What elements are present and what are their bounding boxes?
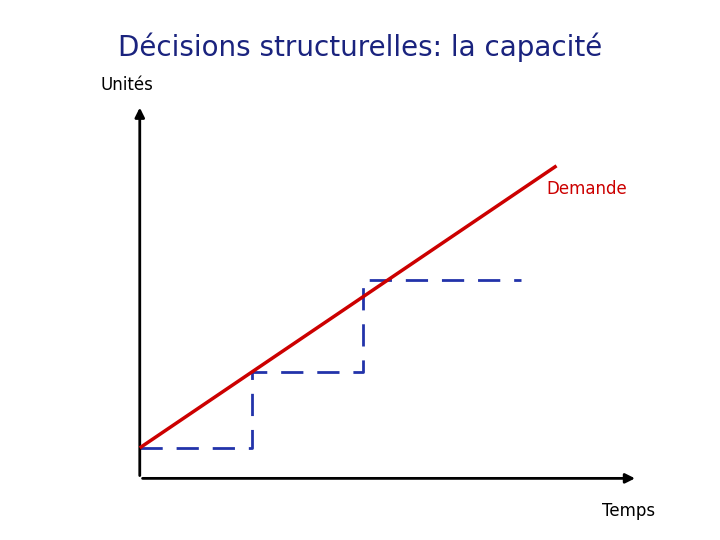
Text: Unités: Unités [101, 76, 153, 93]
Text: Temps: Temps [602, 502, 655, 520]
Text: Demande: Demande [546, 180, 627, 198]
Text: Décisions structurelles: la capacité: Décisions structurelles: la capacité [118, 32, 602, 62]
